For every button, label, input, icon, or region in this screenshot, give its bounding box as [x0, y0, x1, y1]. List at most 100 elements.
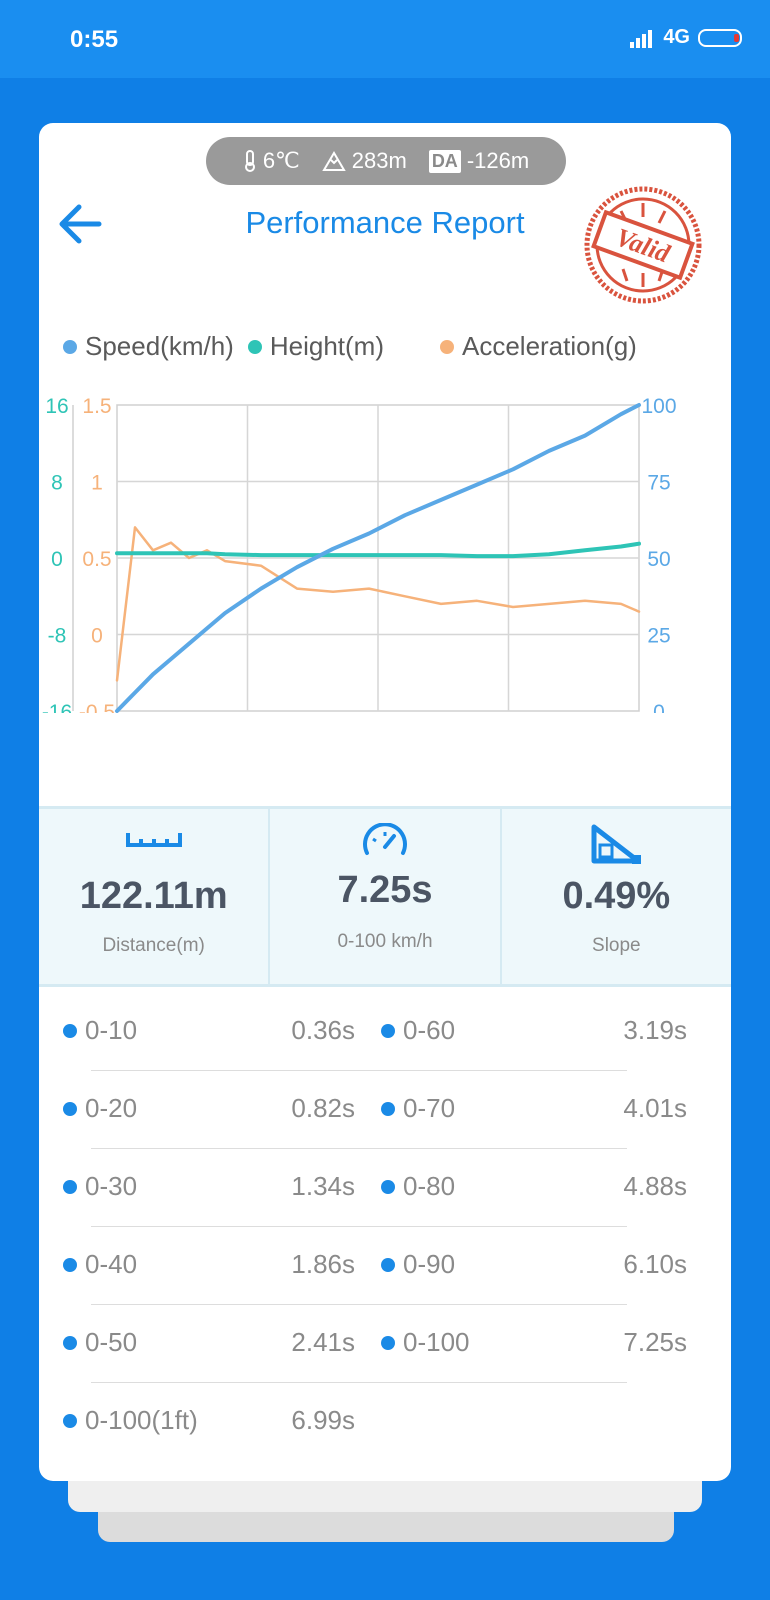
split-row: 0-20 0.82s 0-70 4.01s	[39, 1071, 731, 1149]
legend-height: Height(m)	[247, 331, 384, 362]
split-time: 6.10s	[623, 1249, 687, 1279]
axis-tick-acceleration: 0.5	[82, 548, 111, 571]
status-bar: 0:55 4G	[0, 0, 770, 78]
split-bullet	[63, 1023, 77, 1038]
row-divider	[91, 1148, 627, 1149]
split-row: 0-100(1ft) 6.99s	[39, 1383, 731, 1461]
axis-tick-acceleration: 1.5	[82, 395, 111, 418]
speedometer-icon	[363, 823, 407, 855]
performance-chart: 16 8 0 -8 -16 1.5 1 0.5 0 -0.5 100 75 50 25 0	[42, 395, 677, 713]
split-name: 0-70	[403, 1093, 456, 1123]
stat-slope-value: 0.49%	[562, 875, 671, 917]
valid-stamp: Valid	[584, 186, 702, 304]
split-bullet	[63, 1101, 77, 1116]
split-name: 0-80	[403, 1171, 456, 1201]
environment-pill: 6℃ 283m DA -126m	[206, 137, 566, 185]
split-name: 0-90	[403, 1249, 456, 1279]
ruler-icon	[125, 833, 182, 847]
legend-height-dot	[247, 339, 262, 354]
signal-icon	[630, 29, 653, 48]
split-time: 0.36s	[291, 1015, 355, 1045]
split-row: 0-40 1.86s 0-90 6.10s	[39, 1227, 731, 1305]
temperature-item: 6℃	[243, 148, 300, 174]
row-divider	[91, 1382, 627, 1383]
split-row: 0-10 0.36s 0-60 3.19s	[39, 993, 731, 1071]
altitude-value: 283m	[351, 148, 407, 173]
split-time: 3.19s	[623, 1015, 687, 1045]
split-cell: 0-100(1ft)	[63, 1405, 198, 1436]
density-altitude-value: -126m	[466, 148, 530, 173]
split-name: 0-100	[403, 1327, 470, 1357]
row-divider	[91, 1304, 627, 1305]
series-line-acceleration	[115, 526, 641, 682]
altitude-item: 283m	[322, 148, 407, 174]
status-time: 0:55	[70, 26, 119, 53]
axis-tick-speed: 25	[647, 625, 670, 648]
split-row: 0-50 2.41s 0-100 7.25s	[39, 1305, 731, 1383]
axis-tick-height: 16	[45, 395, 68, 418]
axis-tick-height: -16	[42, 701, 72, 713]
legend-acceleration-label: Acceleration(g)	[461, 331, 637, 361]
temperature-value: 6℃	[262, 148, 300, 173]
split-cell: 0-20	[63, 1093, 137, 1124]
stat-distance-label: Distance(m)	[102, 935, 205, 956]
chart-legend: Speed(km/h) Height(m) Acceleration(g)	[63, 331, 651, 362]
thermometer-icon	[244, 150, 255, 172]
stat-time-label: 0-100 km/h	[337, 931, 433, 952]
split-cell: 0-80	[381, 1171, 455, 1202]
split-cell: 0-90	[381, 1249, 455, 1280]
axis-tick-acceleration: -0.5	[79, 701, 115, 713]
split-time: 4.01s	[623, 1093, 687, 1123]
split-bullet	[63, 1335, 77, 1350]
split-cell: 0-100	[381, 1327, 470, 1358]
status-right: 4G	[629, 26, 742, 49]
split-bullet	[381, 1023, 395, 1038]
legend-speed-label: Speed(km/h)	[85, 331, 234, 361]
split-name: 0-40	[85, 1249, 138, 1279]
axis-tick-height: -8	[48, 625, 67, 648]
split-cell: 0-60	[381, 1015, 455, 1046]
split-cell: 0-50	[63, 1327, 137, 1358]
axis-tick-acceleration: 0	[91, 625, 103, 648]
split-name: 0-30	[85, 1171, 138, 1201]
row-divider	[91, 1070, 627, 1071]
stat-distance: 122.11m Distance(m)	[39, 809, 268, 984]
split-name: 0-100(1ft)	[85, 1405, 198, 1435]
split-row: 0-30 1.34s 0-80 4.88s	[39, 1149, 731, 1227]
network-type: 4G	[663, 26, 690, 48]
axis-tick-speed: 75	[647, 472, 670, 495]
legend-acceleration-dot	[439, 339, 454, 354]
split-time: 2.41s	[291, 1327, 355, 1357]
stat-distance-value: 122.11m	[79, 875, 228, 917]
da-badge: DA	[428, 149, 461, 173]
split-name: 0-20	[85, 1093, 138, 1123]
split-bullet	[63, 1257, 77, 1272]
axis-tick-height: 8	[51, 472, 63, 495]
split-time: 4.88s	[623, 1171, 687, 1201]
stats-panel: 122.11m Distance(m) 7.25s 0-100 km/h 0.4…	[39, 806, 731, 987]
split-time: 1.34s	[291, 1171, 355, 1201]
density-altitude-item: DA -126m	[428, 148, 530, 174]
axis-tick-speed: 100	[641, 395, 676, 418]
split-time: 0.82s	[291, 1093, 355, 1123]
series-line-speed	[115, 403, 641, 713]
report-card: 6℃ 283m DA -126m Performance Report Vali…	[39, 123, 731, 1481]
row-divider	[91, 1226, 627, 1227]
series-line-height	[115, 541, 641, 559]
split-bullet	[381, 1101, 395, 1116]
battery-icon	[698, 28, 742, 47]
stat-acceleration-time: 7.25s 0-100 km/h	[268, 809, 499, 984]
axis-tick-speed: 50	[647, 548, 670, 571]
split-cell: 0-40	[63, 1249, 137, 1280]
legend-acceleration: Acceleration(g)	[439, 331, 637, 362]
split-bullet	[381, 1335, 395, 1350]
mountain-icon	[322, 151, 346, 171]
legend-speed: Speed(km/h)	[63, 331, 234, 362]
split-bullet	[63, 1179, 77, 1194]
axis-tick-acceleration: 1	[91, 472, 103, 495]
back-arrow-icon[interactable]	[53, 199, 109, 249]
split-bullet	[381, 1179, 395, 1194]
split-cell: 0-30	[63, 1171, 137, 1202]
split-cell: 0-10	[63, 1015, 137, 1046]
axis-tick-speed: 0	[653, 701, 665, 713]
